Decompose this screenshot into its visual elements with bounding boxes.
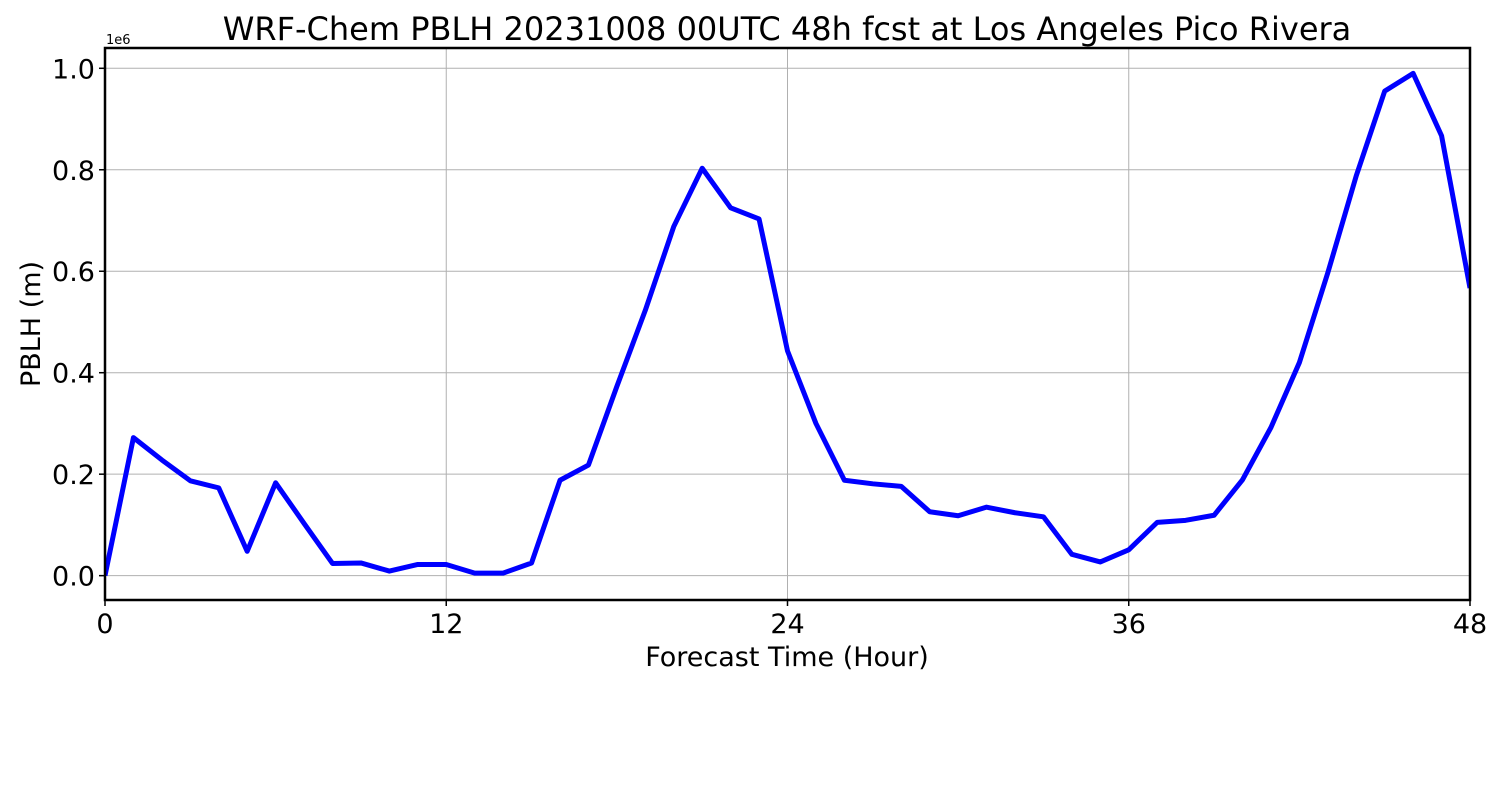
- x-axis-label: Forecast Time (Hour): [645, 642, 929, 673]
- y-axis-label: PBLH (m): [16, 261, 47, 387]
- y-tick-label: 0.2: [52, 460, 95, 491]
- x-tick-label: 36: [1112, 609, 1146, 640]
- x-tick-label: 12: [429, 609, 463, 640]
- y-tick-label: 0.8: [52, 156, 95, 187]
- pblh-series-line: [105, 70, 1470, 577]
- y-tick-label: 0.6: [52, 257, 95, 288]
- y-tick-label: 1.0: [52, 54, 95, 85]
- y-axis-offset-label: 1e6: [106, 33, 131, 48]
- series-layer: [105, 70, 1470, 577]
- y-tick-label: 0.0: [52, 562, 95, 593]
- y-tick-label: 0.4: [52, 359, 95, 390]
- x-tick-label: 48: [1453, 609, 1487, 640]
- chart-title: WRF-Chem PBLH 20231008 00UTC 48h fcst at…: [223, 10, 1352, 48]
- tick-marks: [99, 67, 1471, 606]
- tick-labels: 0 12 24 36 48 0.0 0.2 0.4 0.6 0.8 1.0: [52, 54, 1487, 640]
- x-tick-label: 0: [96, 609, 113, 640]
- x-tick-label: 24: [770, 609, 804, 640]
